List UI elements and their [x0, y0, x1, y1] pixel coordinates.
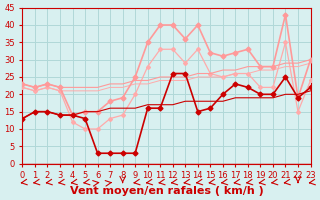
X-axis label: Vent moyen/en rafales ( km/h ): Vent moyen/en rafales ( km/h ): [70, 186, 263, 196]
